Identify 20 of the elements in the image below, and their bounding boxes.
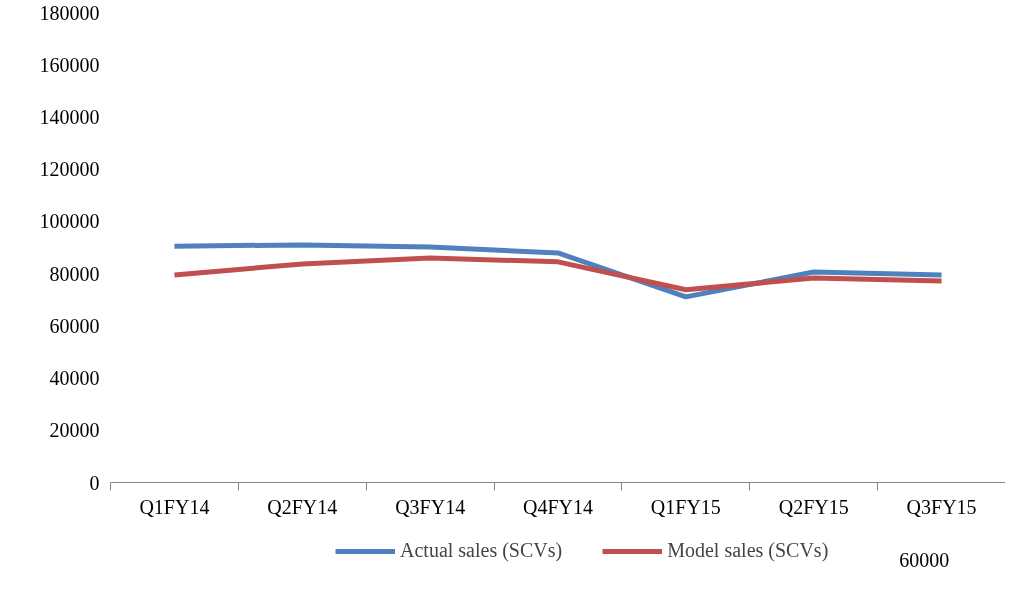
x-tick-label: Q4FY14 [523,495,594,518]
y-tick-label: 120000 [39,158,100,181]
x-tick-label: Q2FY14 [267,495,338,518]
y-tick-label: 0 [89,471,100,494]
x-tick-label: Q1FY14 [139,495,210,518]
legend-label: Model sales (SCVs) [667,539,829,562]
x-tick-label: Q3FY15 [906,495,977,518]
legend-label: Actual sales (SCVs) [400,539,563,562]
y-tick-label: 20000 [49,419,100,442]
y-tick-label: 100000 [39,210,100,233]
x-tick-label: Q2FY15 [778,495,849,518]
y-tick-label: 180000 [39,1,100,24]
y-tick-label: 60000 [49,314,100,337]
text: 60000 [899,548,950,571]
y-tick-label: 80000 [49,262,100,285]
y-tick-label: 160000 [39,53,100,76]
x-tick-label: Q3FY14 [395,495,466,518]
x-tick-label: Q1FY15 [650,495,721,518]
y-tick-label: 140000 [39,105,100,128]
y-tick-label: 40000 [49,367,100,390]
